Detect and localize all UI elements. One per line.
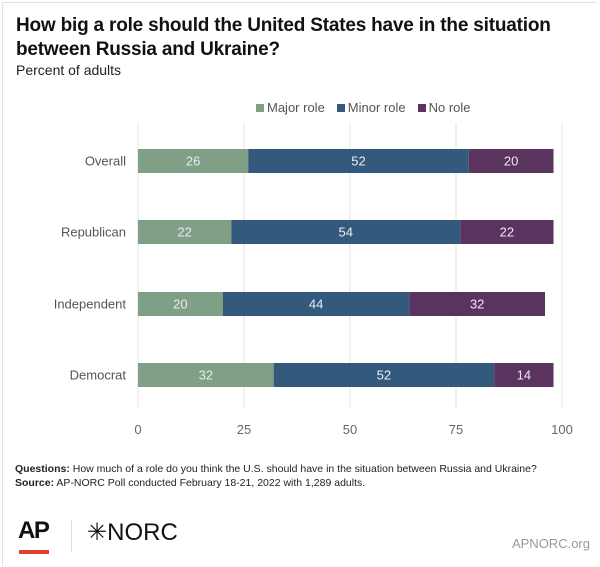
bar-democrat-minor-role — [273, 363, 495, 387]
questions-note: Questions: How much of a role do you thi… — [15, 462, 537, 476]
category-label-overall: Overall — [85, 154, 126, 169]
data-label-independent-minor-role: 44 — [309, 297, 323, 312]
chart-title: How big a role should the United States … — [16, 15, 551, 60]
source-label: Source: — [15, 477, 55, 489]
x-tick-label-25: 25 — [237, 422, 251, 437]
bar-independent-no-role — [409, 292, 546, 316]
ap-logo-underline — [19, 550, 49, 554]
bar-independent-major-role — [138, 292, 223, 316]
data-label-overall-minor-role: 52 — [351, 154, 365, 169]
norc-logo: ✳NORC — [87, 519, 178, 546]
legend: Major role Minor role No role — [256, 100, 471, 115]
source-text: AP-NORC Poll conducted February 18-21, 2… — [54, 477, 366, 489]
x-tick-label-0: 0 — [134, 422, 141, 437]
source-note: Source: AP-NORC Poll conducted February … — [15, 476, 537, 490]
legend-item-major: Major role — [256, 100, 325, 115]
bar-overall-minor-role — [248, 149, 469, 173]
bar-democrat-major-role — [138, 363, 274, 387]
questions-label: Questions: — [15, 463, 70, 475]
legend-swatch-none — [417, 103, 426, 112]
x-tick-label-50: 50 — [343, 422, 357, 437]
bar-overall-major-role — [138, 149, 249, 173]
logo-divider — [71, 520, 72, 552]
data-label-overall-major-role: 26 — [186, 154, 200, 169]
bar-independent-minor-role — [222, 292, 410, 316]
bar-republican-major-role — [138, 220, 232, 244]
legend-item-minor: Minor role — [336, 100, 406, 115]
bar-republican-no-role — [460, 220, 554, 244]
site-url: APNORC.org — [511, 536, 590, 551]
data-label-republican-no-role: 22 — [500, 225, 514, 240]
category-label-democrat: Democrat — [70, 368, 127, 383]
legend-label-minor: Minor role — [347, 100, 406, 115]
bar-chart: 0 25 50 75 100 Overall 26 52 20 Republican 22 54 22 I… — [54, 123, 573, 437]
legend-swatch-minor — [336, 103, 345, 112]
data-label-independent-major-role: 20 — [173, 297, 187, 312]
data-label-republican-minor-role: 54 — [339, 225, 353, 240]
legend-label-major: Major role — [267, 100, 325, 115]
x-tick-label-100: 100 — [551, 422, 573, 437]
data-label-independent-no-role: 32 — [470, 297, 484, 312]
bar-overall-no-role — [468, 149, 554, 173]
questions-text: How much of a role do you think the U.S.… — [69, 463, 537, 475]
x-tick-label-75: 75 — [449, 422, 463, 437]
data-label-democrat-no-role: 14 — [517, 368, 531, 383]
data-label-democrat-minor-role: 52 — [377, 368, 391, 383]
category-label-independent: Independent — [54, 297, 127, 312]
data-label-republican-major-role: 22 — [177, 225, 191, 240]
ap-logo: AP — [18, 517, 50, 544]
chart-subtitle: Percent of adults — [16, 62, 122, 78]
data-label-democrat-major-role: 32 — [199, 368, 213, 383]
category-label-republican: Republican — [61, 225, 126, 240]
bar-republican-minor-role — [231, 220, 461, 244]
data-label-overall-no-role: 20 — [504, 154, 518, 169]
bar-democrat-no-role — [494, 363, 554, 387]
chart-notes: Questions: How much of a role do you thi… — [15, 462, 537, 490]
legend-label-none: No role — [428, 100, 471, 115]
legend-swatch-major — [256, 103, 264, 112]
legend-item-none: No role — [417, 100, 471, 115]
